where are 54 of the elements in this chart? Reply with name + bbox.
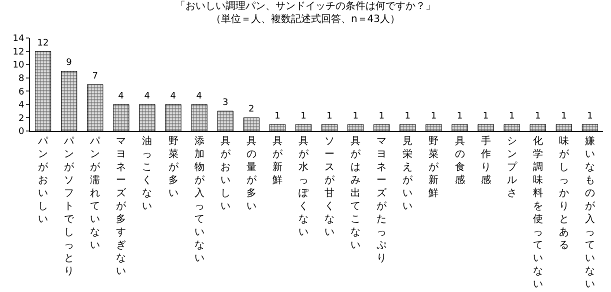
chart-subtitle: （単位＝人、複数記述式回答、n＝43人） <box>210 12 400 25</box>
chart-title: 「おいしい調理パン、サンドイッチの条件は何ですか？」 <box>176 0 436 12</box>
x-tick-label: 手作り感 <box>480 135 491 186</box>
x-tick-label: 具が新鮮 <box>272 136 284 186</box>
data-label: 9 <box>66 58 72 68</box>
data-label: 7 <box>92 72 98 82</box>
data-label: 4 <box>144 91 150 102</box>
data-label: 1 <box>535 111 541 122</box>
category-label: パンがソフトでしっとり <box>64 136 74 277</box>
data-label: 1 <box>561 111 567 122</box>
category-label: マヨネーズがたっぷり <box>376 136 387 264</box>
data-label: 1 <box>430 111 437 122</box>
y-tick-label: 14 <box>12 34 24 44</box>
x-tick-label: シンプルさ <box>506 136 518 199</box>
data-label: 4 <box>196 91 202 102</box>
data-label: 1 <box>456 111 463 122</box>
y-tick-label: 6 <box>18 87 24 98</box>
x-tick-label: パンがおいしい <box>37 136 50 225</box>
category-label: 味がしっかりとある <box>558 136 569 251</box>
data-label: 4 <box>170 91 176 102</box>
data-label: 12 <box>37 38 49 48</box>
data-label: 1 <box>300 111 306 122</box>
data-label: 1 <box>352 111 358 122</box>
y-tick-label: 2 <box>18 114 24 124</box>
x-tick-label: 具の量が多い <box>246 136 258 212</box>
category-label: パンが濡れていない <box>90 136 100 251</box>
data-label: 1 <box>508 111 515 122</box>
x-tick-label: ソースが甘くない <box>324 136 336 238</box>
y-tick-label: 8 <box>18 74 24 84</box>
category-label: マヨネーズが多すぎない <box>116 136 126 277</box>
category-label: 化学調味料を使っていない <box>532 136 543 290</box>
data-label: 3 <box>222 98 228 108</box>
x-tick-label: 野菜が新鮮 <box>428 136 440 199</box>
data-label: 1 <box>482 111 489 122</box>
x-tick-label: 油っこくない <box>142 135 152 212</box>
y-tick-label: 12 <box>12 47 24 58</box>
data-label: 2 <box>248 104 254 115</box>
category-label: 添加物が入っていない <box>194 136 204 264</box>
data-label: 1 <box>378 111 384 122</box>
y-tick-label: 0 <box>18 127 24 138</box>
category-label: 具がはみ出てこない <box>350 136 361 251</box>
data-label: 4 <box>118 91 124 102</box>
x-tick-label: 具が水っぽくない <box>298 136 310 238</box>
x-tick-label: 具がおいしい <box>220 136 232 212</box>
data-label: 1 <box>404 111 411 122</box>
y-tick-label: 4 <box>18 100 24 111</box>
category-label: 嫌いなものが入っていない <box>584 136 595 290</box>
data-label: 1 <box>274 111 280 122</box>
x-tick-label: 見栄えがいい <box>402 136 414 212</box>
data-label: 1 <box>326 111 332 122</box>
x-tick-label: 具の食感 <box>454 136 465 186</box>
data-label: 1 <box>587 111 593 122</box>
x-tick-label: 野菜が多い <box>168 136 180 199</box>
y-tick-label: 10 <box>12 60 24 71</box>
